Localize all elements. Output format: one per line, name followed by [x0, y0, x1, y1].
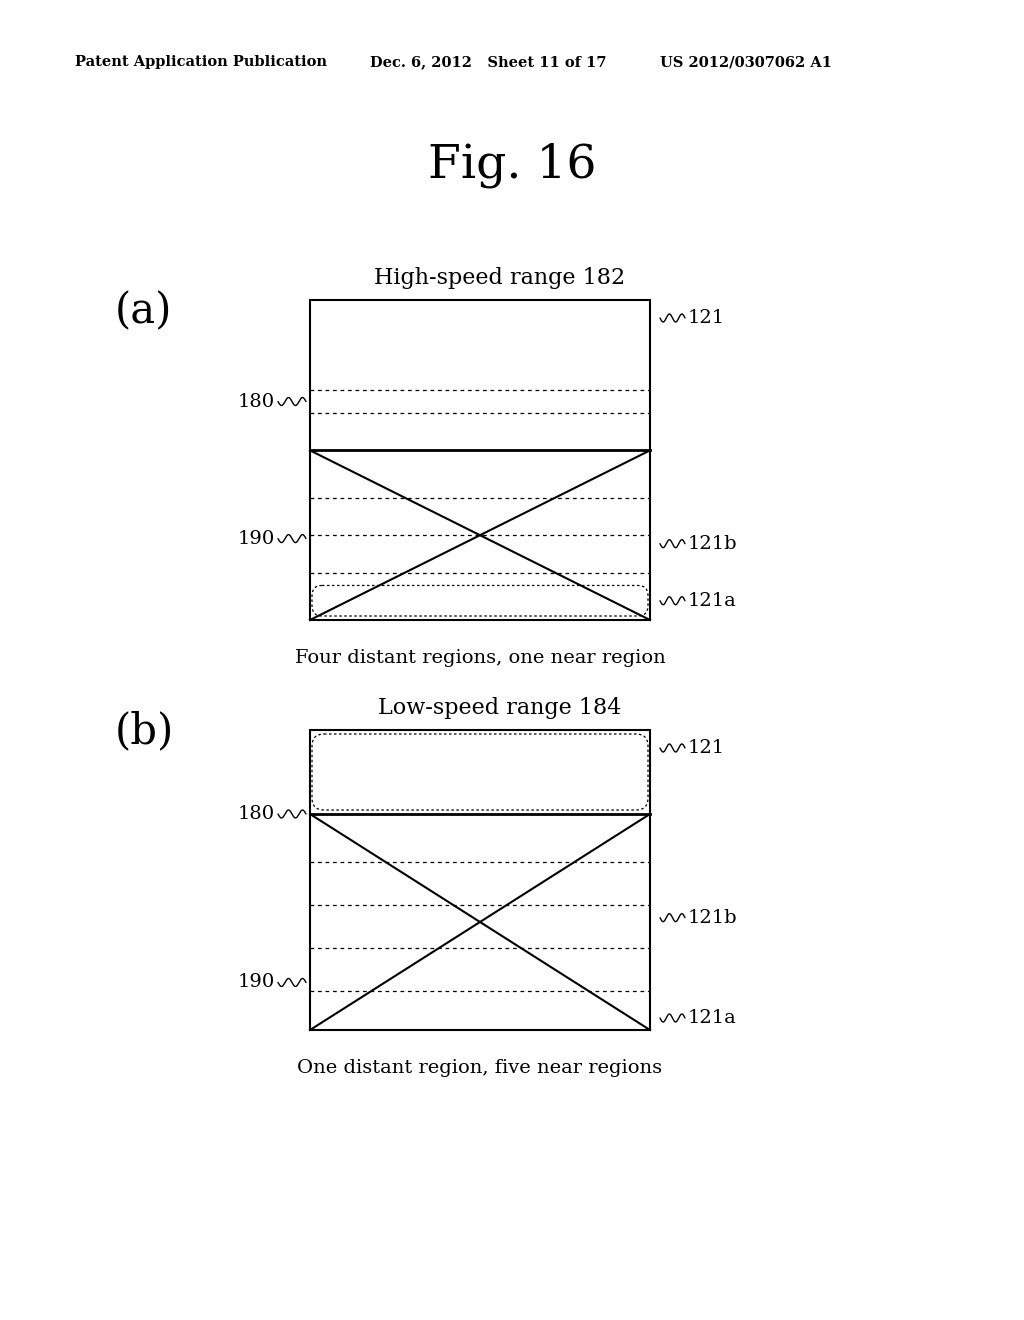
- Text: 121: 121: [688, 309, 725, 327]
- Text: High-speed range 182: High-speed range 182: [375, 267, 626, 289]
- Text: 190: 190: [238, 973, 275, 991]
- Text: One distant region, five near regions: One distant region, five near regions: [297, 1059, 663, 1077]
- Text: Fig. 16: Fig. 16: [428, 143, 596, 187]
- Text: (a): (a): [115, 290, 172, 333]
- Text: Dec. 6, 2012   Sheet 11 of 17: Dec. 6, 2012 Sheet 11 of 17: [370, 55, 606, 69]
- Text: (b): (b): [115, 710, 174, 752]
- Bar: [310, 300, 650, 620]
- Text: 121: 121: [688, 739, 725, 756]
- Text: US 2012/0307062 A1: US 2012/0307062 A1: [660, 55, 831, 69]
- Text: Four distant regions, one near region: Four distant regions, one near region: [295, 649, 666, 667]
- Text: 180: 180: [238, 392, 275, 411]
- Text: 121a: 121a: [688, 1008, 736, 1027]
- Text: Low-speed range 184: Low-speed range 184: [378, 697, 622, 719]
- Text: 121b: 121b: [688, 908, 737, 927]
- Text: Patent Application Publication: Patent Application Publication: [75, 55, 327, 69]
- Text: 121b: 121b: [688, 535, 737, 553]
- Bar: [310, 730, 650, 1030]
- Text: 180: 180: [238, 805, 275, 822]
- Text: 190: 190: [238, 529, 275, 548]
- Text: 121a: 121a: [688, 591, 736, 610]
